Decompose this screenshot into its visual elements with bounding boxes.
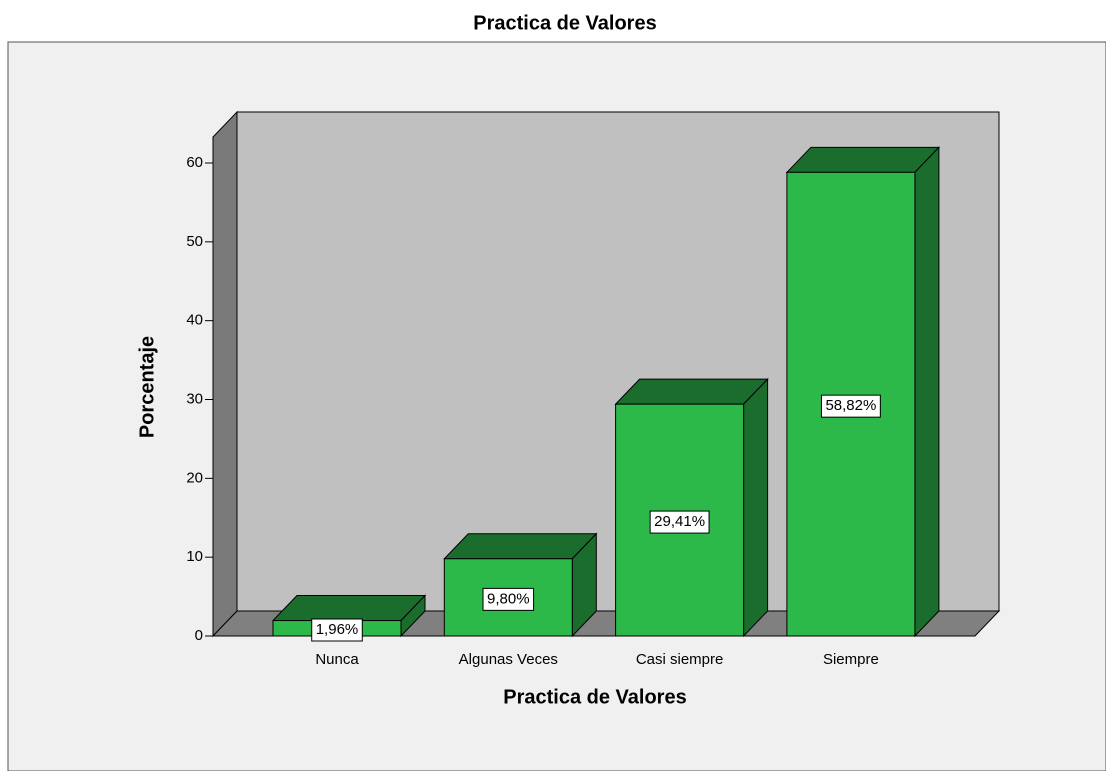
left-wall [212, 110, 238, 638]
y-tick-label: 10 [186, 548, 203, 565]
value-label-box [649, 510, 710, 534]
value-label: 9,80% [487, 590, 530, 607]
value-label: 1,96% [316, 621, 359, 638]
chart-title: Practica de Valores [473, 12, 656, 34]
value-label: 58,82% [825, 397, 876, 414]
bar-side [743, 377, 769, 638]
y-tick-label: 40 [186, 312, 203, 329]
y-tick-label: 0 [195, 627, 203, 644]
bar-top [443, 533, 598, 560]
y-tick-label: 20 [186, 469, 203, 486]
y-axis-title: Porcentaje [136, 336, 158, 438]
x-tick-label: Siempre [823, 651, 879, 668]
bar-top [271, 595, 427, 622]
y-tick-label: 60 [186, 154, 203, 171]
value-label-box [482, 587, 535, 611]
x-tick-label: Algunas Veces [459, 651, 558, 668]
y-tick-label: 30 [186, 390, 203, 407]
value-label-box [311, 618, 363, 642]
x-tick-label: Nunca [315, 651, 359, 668]
y-tick-label: 50 [186, 233, 203, 250]
value-label-box [820, 394, 881, 418]
x-axis-title: Practica de Valores [503, 686, 686, 708]
value-label: 29,41% [654, 513, 705, 530]
bar-top [785, 146, 941, 173]
bar-side [914, 146, 940, 638]
x-tick-label: Casi siempre [636, 651, 724, 668]
bar-top [614, 378, 769, 405]
